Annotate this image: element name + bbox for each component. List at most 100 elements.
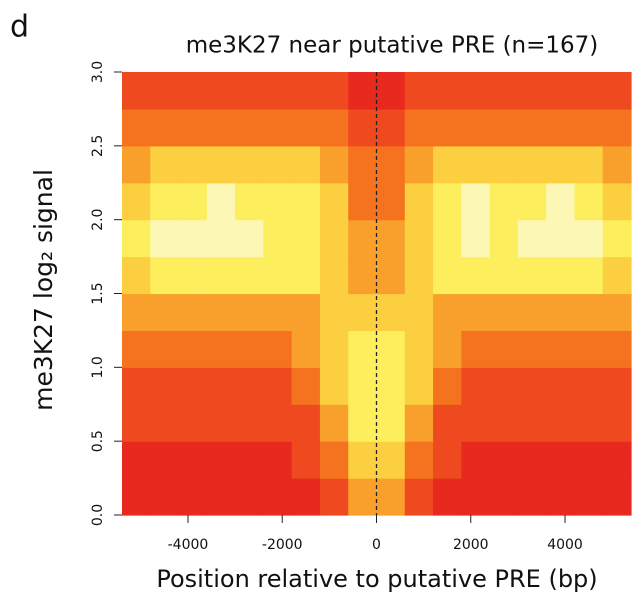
heat-cell	[319, 367, 349, 405]
heat-cell	[150, 182, 180, 221]
heat-cell	[348, 293, 378, 332]
heat-cell	[150, 72, 180, 110]
heat-cell	[376, 72, 406, 110]
y-tick-label: 3.0	[90, 61, 106, 83]
heat-cell	[461, 182, 491, 221]
heat-cell	[602, 478, 632, 516]
heat-cell	[602, 108, 632, 147]
heat-cell	[489, 478, 519, 516]
heat-cell	[546, 404, 576, 442]
x-axis-label: Position relative to putative PRE (bp)	[156, 565, 597, 593]
heat-cell	[291, 145, 321, 184]
heat-cell	[348, 108, 378, 147]
heat-cell	[546, 182, 576, 221]
heat-cell	[235, 478, 264, 516]
heat-cell	[376, 367, 406, 405]
heat-cell	[517, 219, 547, 258]
heat-cell	[150, 219, 180, 258]
y-tick-label: 1.0	[90, 356, 106, 378]
heat-cell	[206, 108, 236, 147]
heat-cell	[178, 367, 208, 405]
chart-title: me3K27 near putative PRE (n=167)	[186, 33, 599, 59]
heat-cell	[404, 145, 434, 184]
heat-cell	[291, 367, 321, 405]
heat-cell	[517, 404, 547, 442]
heat-cell	[404, 182, 434, 221]
y-tick-label: 2.5	[90, 135, 106, 157]
heat-cell	[122, 478, 151, 516]
heat-cell	[574, 72, 604, 110]
heat-cell	[178, 478, 208, 516]
heat-cell	[574, 182, 604, 221]
heat-cell	[206, 293, 236, 332]
heat-cell	[348, 145, 378, 184]
heat-cell	[602, 330, 632, 368]
heat-cell	[263, 145, 293, 184]
heat-cell	[517, 293, 547, 332]
y-axis-label: me3K27 log₂ signal	[29, 169, 58, 411]
heat-cell	[178, 256, 208, 295]
heat-cell	[517, 72, 547, 110]
heat-cell	[489, 367, 519, 405]
heat-cell	[319, 72, 349, 110]
heat-cell	[404, 441, 434, 479]
heat-cell	[263, 404, 293, 442]
y-tick-label: 1.5	[90, 282, 106, 304]
heat-cell	[433, 219, 462, 258]
heat-cell	[461, 293, 491, 332]
heat-cell	[517, 478, 547, 516]
heat-cell	[291, 72, 321, 110]
heat-cell	[348, 441, 378, 479]
heat-cell	[489, 219, 519, 258]
heat-cell	[291, 478, 321, 516]
heat-cell	[235, 293, 264, 332]
heat-cell	[602, 72, 632, 110]
heat-cell	[489, 182, 519, 221]
heat-cell	[348, 404, 378, 442]
heat-cell	[546, 330, 576, 368]
heat-cell	[404, 478, 434, 516]
heat-cell	[122, 72, 151, 110]
heat-cell	[263, 330, 293, 368]
heat-cell	[235, 182, 264, 221]
heat-cell	[517, 256, 547, 295]
heat-cell	[206, 367, 236, 405]
heat-cell	[235, 72, 264, 110]
heat-cell	[348, 182, 378, 221]
heat-cell	[263, 182, 293, 221]
heat-cell	[122, 404, 151, 442]
heat-cell	[602, 256, 632, 295]
heat-cell	[489, 293, 519, 332]
heat-cell	[404, 72, 434, 110]
heat-cell	[376, 108, 406, 147]
heat-cell	[122, 441, 151, 479]
heat-cell	[206, 256, 236, 295]
heat-cell	[404, 367, 434, 405]
heat-cell	[235, 145, 264, 184]
heat-cell	[150, 404, 180, 442]
heat-cell	[517, 182, 547, 221]
heat-cell	[602, 145, 632, 184]
heat-cell	[263, 293, 293, 332]
y-tick-label: 2.0	[90, 209, 106, 231]
heat-cell	[461, 219, 491, 258]
heat-cell	[206, 330, 236, 368]
heat-cell	[461, 330, 491, 368]
heat-cell	[178, 72, 208, 110]
heat-cell	[404, 404, 434, 442]
heat-cell	[404, 330, 434, 368]
heat-cell	[433, 72, 462, 110]
heat-cell	[517, 108, 547, 147]
heat-cell	[376, 145, 406, 184]
heat-cell	[178, 145, 208, 184]
heat-cell	[376, 404, 406, 442]
heat-cell	[291, 293, 321, 332]
heat-cell	[263, 219, 293, 258]
heat-cell	[461, 72, 491, 110]
heat-cell	[235, 219, 264, 258]
heat-cell	[122, 182, 151, 221]
heat-cell	[150, 145, 180, 184]
heat-cell	[206, 182, 236, 221]
heat-cell	[150, 256, 180, 295]
heat-cell	[546, 478, 576, 516]
